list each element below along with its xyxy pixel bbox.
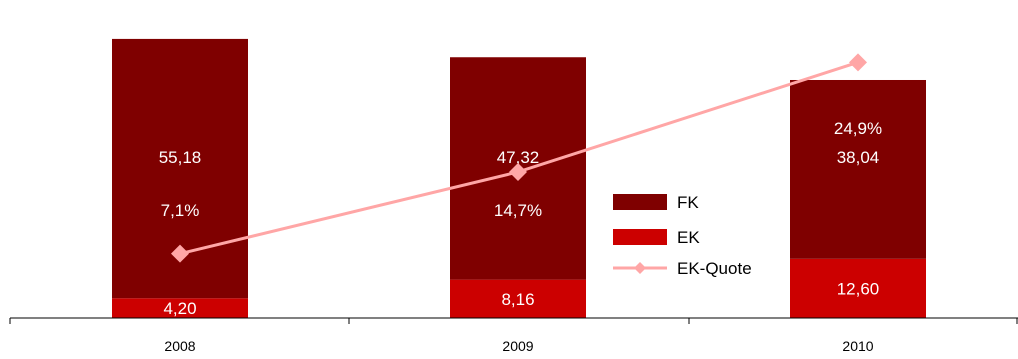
label-ek-quote-2010: 24,9% [834, 119, 882, 138]
x-tick-label-2010: 2010 [842, 338, 873, 354]
label-ek-2008: 4,20 [163, 299, 196, 318]
legend-label-ek-quote: EK-Quote [677, 259, 752, 278]
bar-ek-2008 [112, 298, 248, 318]
marker-ek-quote-2010 [849, 53, 867, 72]
x-axis: 2008 2009 2010 [9, 317, 1018, 354]
label-fk-2010: 38,04 [837, 148, 880, 167]
label-ek-2009: 8,16 [501, 290, 534, 309]
ek-quote-line-group [171, 53, 867, 263]
legend-label-ek: EK [677, 228, 700, 247]
legend-label-fk: FK [677, 193, 699, 212]
bar-labels-group: 4,20 55,18 8,16 47,32 12,60 38,04 7,1% 14,7% 24,… [159, 119, 882, 318]
label-fk-2008: 55,18 [159, 148, 202, 167]
bar-ek-2010 [790, 258, 926, 318]
bars-group [112, 38, 926, 318]
marker-ek-quote-2009 [509, 162, 527, 181]
x-tick-label-2009: 2009 [502, 338, 533, 354]
legend-swatch-fk [613, 194, 667, 210]
label-fk-2009: 47,32 [497, 148, 540, 167]
legend-marker-ek-quote [634, 262, 646, 274]
legend: FK EK EK-Quote [613, 193, 752, 278]
bar-fk-2010 [790, 79, 926, 259]
legend-swatch-ek [613, 229, 667, 245]
bar-ek-2009 [450, 279, 586, 318]
x-tick-label-2008: 2008 [164, 338, 195, 354]
label-ek-quote-2009: 14,7% [494, 201, 542, 220]
marker-ek-quote-2008 [171, 244, 189, 263]
label-ek-2010: 12,60 [837, 279, 880, 298]
label-ek-quote-2008: 7,1% [161, 201, 200, 220]
